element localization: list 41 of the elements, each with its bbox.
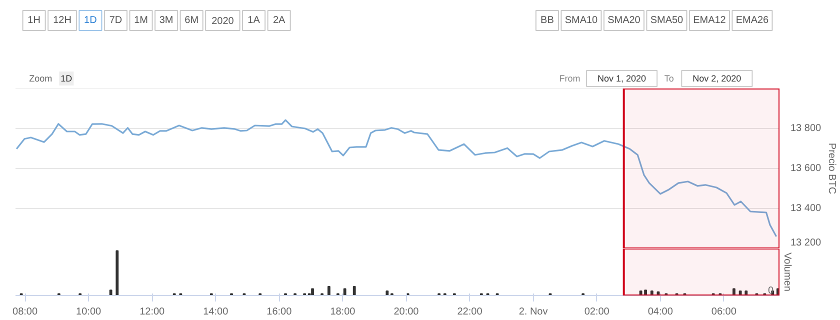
y-axis-title: Volumen <box>782 252 792 292</box>
text: 2A <box>272 15 286 26</box>
y-tick-label: 13 200 <box>790 238 822 248</box>
x-tick-label: 2. Nov <box>518 306 548 318</box>
x-tick-label: 04:00 <box>648 306 674 318</box>
x-tick-label: 12:00 <box>140 306 166 318</box>
x-tick-label: 10:00 <box>76 306 102 318</box>
text: 1D <box>60 74 73 84</box>
y-tick-label: 13 600 <box>790 163 822 174</box>
text: Nov 2, 2020 <box>692 74 742 84</box>
x-tick-label: 14:00 <box>203 306 229 318</box>
text: 7D <box>109 15 122 26</box>
x-tick-label: 08:00 <box>12 306 38 318</box>
text: Zoom <box>29 74 52 84</box>
text: 1A <box>248 15 260 26</box>
y-tick-label: 13 400 <box>790 203 822 214</box>
text: To <box>664 74 674 84</box>
text: 12H <box>53 15 72 26</box>
text: BB <box>540 15 554 26</box>
text: From <box>559 74 580 84</box>
x-tick-label: 06:00 <box>711 306 737 318</box>
annotation: 0 <box>768 286 774 296</box>
y-axis-title: Precio BTC <box>826 142 838 194</box>
text: 1D <box>84 15 97 26</box>
text: SMA20 <box>608 15 641 26</box>
text: Nov 1, 2020 <box>598 74 646 84</box>
text: EMA26 <box>736 15 770 26</box>
x-tick-label: 20:00 <box>394 306 420 318</box>
x-tick-label: 16:00 <box>266 306 292 318</box>
text: 3M <box>159 15 174 26</box>
x-tick-label: 02:00 <box>584 306 610 318</box>
x-tick-label: 22:00 <box>457 306 483 318</box>
text: SMA50 <box>650 15 684 26</box>
text: 1M <box>134 15 148 26</box>
text: 6M <box>184 15 199 26</box>
text: 2020 <box>212 16 234 27</box>
x-tick-label: 18:00 <box>330 306 356 318</box>
y-tick-label: 13 800 <box>790 123 822 134</box>
text: EMA12 <box>693 15 726 26</box>
text: 1H <box>28 15 40 26</box>
text: SMA10 <box>564 15 598 26</box>
